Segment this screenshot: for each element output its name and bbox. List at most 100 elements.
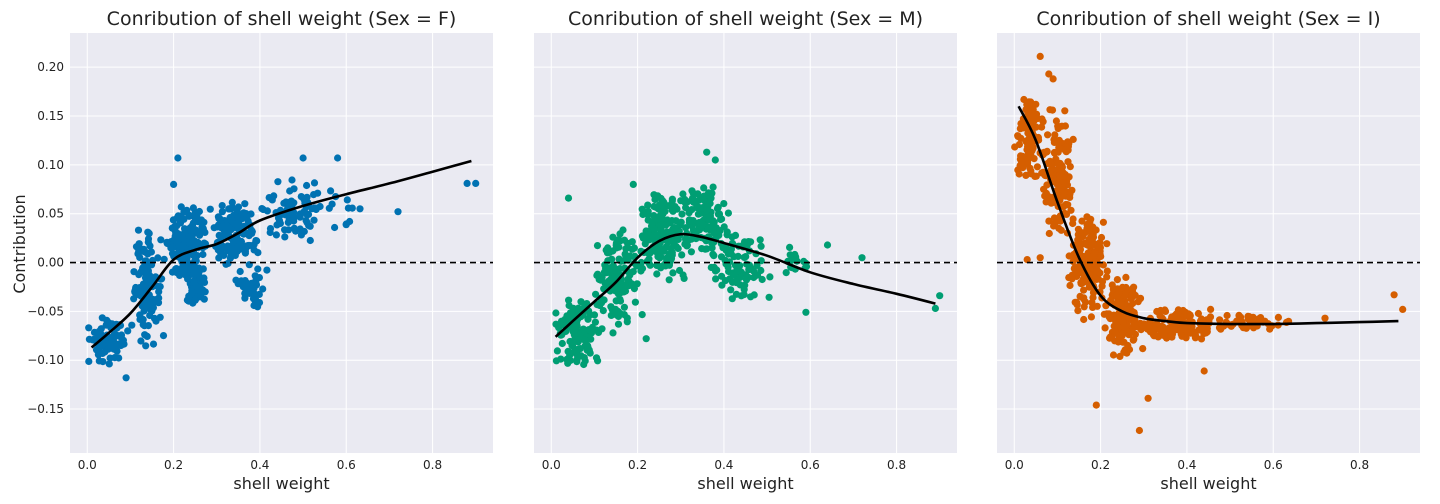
scatter-point [281,233,289,241]
scatter-point [193,209,201,217]
scatter-point [679,271,687,279]
scatter-point [356,205,364,213]
scatter-point [658,262,666,270]
scatter-point [276,219,284,227]
scatter-point [1076,243,1084,251]
scatter-point [715,210,724,218]
scatter-point [694,210,703,218]
scatter-point [718,281,726,289]
scatter-point [620,236,629,244]
plot-area [70,33,493,453]
scatter-point [730,271,738,279]
scatter-point [681,195,689,204]
scatter-point [1076,292,1084,300]
chart-panel-2: 0.0 0.2 0.4 0.6 0.8 Conribution of shell weig… [534,8,957,493]
scatter-point [823,241,832,249]
scatter-point [183,206,191,214]
scatter-point [568,338,576,346]
scatter-point [1184,310,1193,318]
scatter-point [613,297,621,305]
x-tick-label: 0.2 [628,458,647,472]
scatter-point [644,201,652,209]
scatter-point [572,324,580,332]
scatter-point [736,273,744,281]
scatter-point [310,179,319,187]
scatter-point [1055,224,1063,232]
scatter-point [177,203,185,211]
scatter-point [724,209,733,217]
scatter-point [1136,294,1145,302]
scatter-point [668,197,676,205]
scatter-point [306,222,314,230]
scatter-point [704,225,712,233]
scatter-point [181,229,189,237]
scatter-point [703,206,711,214]
y-tick-label: 0.15 [37,109,64,123]
scatter-point [1103,267,1111,275]
x-tick-label: 0.4 [250,458,269,472]
scatter-point [1081,298,1090,306]
scatter-point [745,261,754,269]
scatter-point [1074,236,1082,244]
scatter-point [678,210,686,218]
scatter-point [628,238,636,246]
scatter-point [565,296,573,304]
scatter-point [717,253,726,261]
scatter-point [284,218,292,226]
scatter-point [150,314,159,322]
scatter-point [1016,125,1024,133]
scatter-point [218,202,226,210]
scatter-point [170,180,178,188]
scatter-point [183,296,191,304]
scatter-point [1108,281,1116,289]
scatter-point [1109,351,1118,359]
scatter-point [1086,238,1094,246]
scatter-point [1022,171,1030,179]
scatter-point [1080,315,1088,324]
scatter-point [1036,52,1044,61]
scatter-point [344,204,352,212]
scatter-point [1019,152,1027,160]
scatter-point [699,220,707,229]
scatter-point [143,262,151,270]
scatter-point [700,192,708,200]
scatter-point [800,257,808,265]
scatter-point [112,331,120,339]
scatter-point [1115,297,1123,305]
plot-area [997,33,1420,453]
scatter-point [585,326,593,334]
chart-panel-3: 0.0 0.2 0.4 0.6 0.8 Conribution of shell weig… [997,8,1420,493]
x-tick-label: 0.4 [1177,458,1196,472]
scatter-point [1059,192,1068,200]
scatter-point [599,307,607,315]
scatter-point [85,324,93,332]
scatter-point [1054,124,1062,133]
scatter-point [1103,273,1111,281]
scatter-point [252,296,260,304]
scatter-point [671,203,679,211]
scatter-point [747,238,755,246]
scatter-point [1206,313,1215,321]
scatter-point [1055,214,1063,222]
scatter-point [228,216,236,224]
scatter-point [172,265,180,273]
scatter-point [244,217,252,225]
scatter-point [608,255,616,263]
scatter-point [598,325,606,333]
scatter-point [1131,291,1139,299]
scatter-point [254,265,262,273]
scatter-point [757,242,765,250]
scatter-point [1047,160,1055,168]
scatter-point [564,194,573,202]
scatter-point [630,285,639,293]
scatter-point [1135,426,1143,435]
scatter-point [1045,229,1053,238]
scatter-point [653,270,661,278]
scatter-point [689,217,697,225]
scatter-point [85,335,93,343]
scatter-point [1080,286,1088,294]
scatter-point [85,357,93,365]
scatter-point [1069,215,1077,223]
scatter-point [1202,329,1210,337]
scatter-point [1025,149,1033,157]
